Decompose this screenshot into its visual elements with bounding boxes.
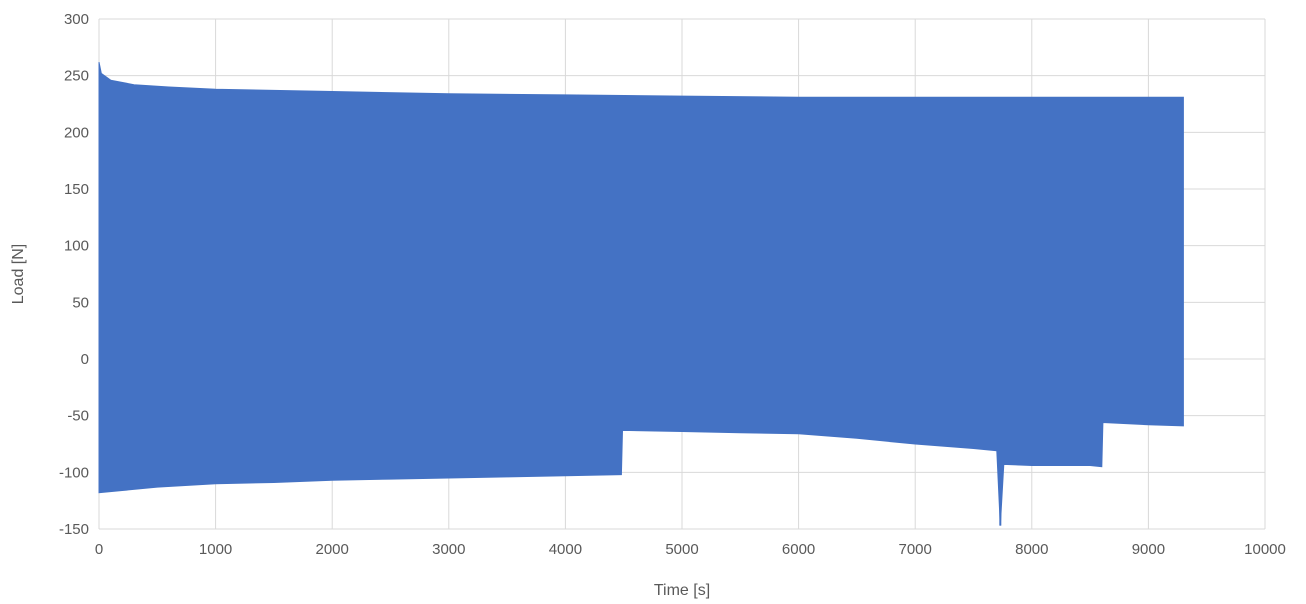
y-tick-label: -50 bbox=[67, 408, 89, 425]
x-tick-label: 1000 bbox=[199, 541, 232, 558]
y-tick-label: -150 bbox=[59, 521, 89, 538]
plot-layer bbox=[98, 62, 1184, 526]
load-series-band bbox=[98, 62, 1184, 526]
x-tick-label: 2000 bbox=[316, 541, 349, 558]
y-tick-label: 250 bbox=[64, 68, 89, 85]
y-tick-label: -100 bbox=[59, 464, 89, 481]
x-tick-label: 5000 bbox=[665, 541, 698, 558]
x-axis-title: Time [s] bbox=[654, 582, 710, 599]
y-tick-label: 100 bbox=[64, 238, 89, 255]
y-tick-label: 300 bbox=[64, 11, 89, 28]
y-axis-title: Load [N] bbox=[10, 244, 27, 304]
x-tick-label: 7000 bbox=[899, 541, 932, 558]
x-tick-label: 6000 bbox=[782, 541, 815, 558]
y-tick-label: 200 bbox=[64, 124, 89, 141]
axis-layer: 300 250 200 150 100 50 0 -50 -100 -150 0 1000 2000 30… bbox=[59, 11, 1286, 558]
y-tick-label: 0 bbox=[81, 351, 89, 368]
x-tick-label: 4000 bbox=[549, 541, 582, 558]
x-tick-label: 0 bbox=[95, 541, 103, 558]
x-tick-label: 8000 bbox=[1015, 541, 1048, 558]
x-tick-label: 9000 bbox=[1132, 541, 1165, 558]
x-tick-label: 3000 bbox=[432, 541, 465, 558]
y-tick-label: 50 bbox=[72, 294, 89, 311]
y-tick-label: 150 bbox=[64, 181, 89, 198]
x-tick-label: 10000 bbox=[1244, 541, 1286, 558]
